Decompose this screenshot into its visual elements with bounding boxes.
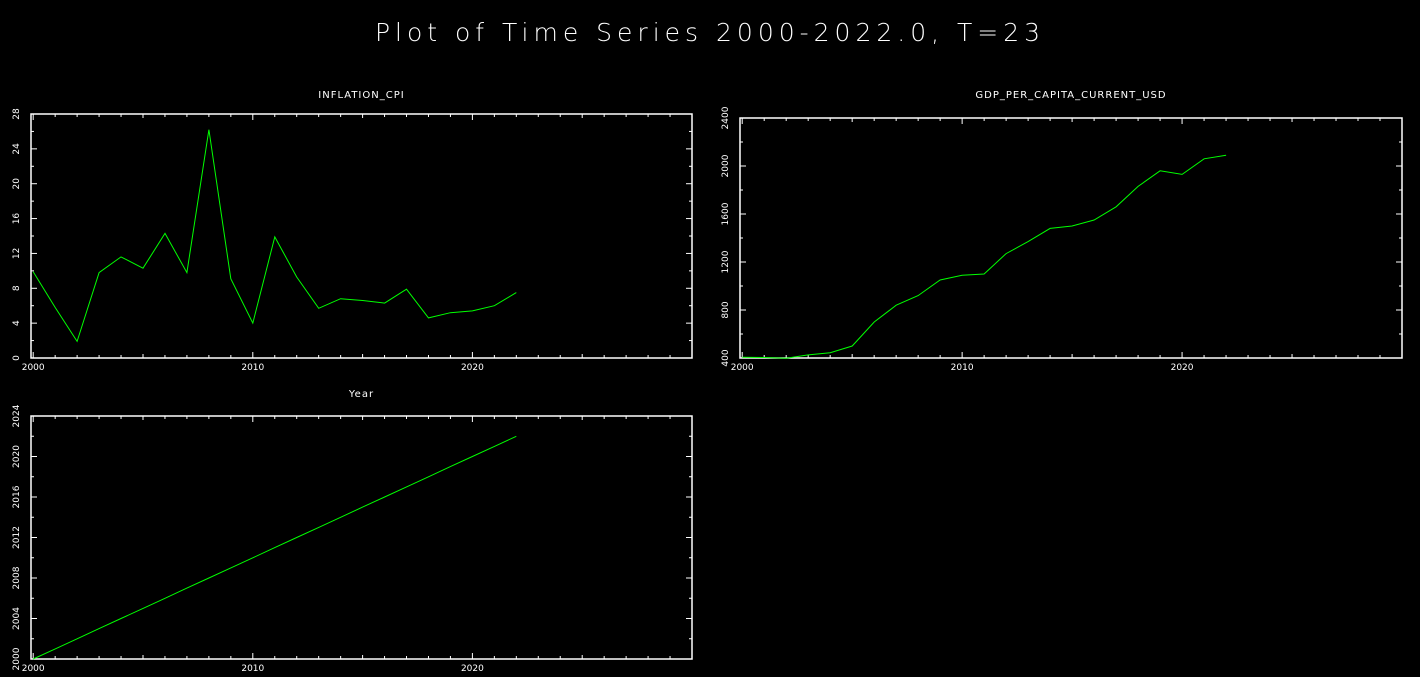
x-tick-label: 2020 <box>1171 363 1194 373</box>
x-tick-label: 2010 <box>951 363 974 373</box>
plot-frame <box>739 117 1403 359</box>
x-tick-label: 2010 <box>241 664 264 674</box>
x-tick-label: 2010 <box>241 363 264 373</box>
y-tick-label: 24 <box>12 143 22 155</box>
plot-frame <box>30 113 693 359</box>
y-tick-label: 16 <box>12 213 22 225</box>
y-tick-label: 28 <box>12 108 22 120</box>
y-tick-label: 400 <box>721 349 731 366</box>
y-tick-label: 2016 <box>12 485 22 508</box>
series-line <box>32 435 517 660</box>
x-tick-label: 2000 <box>22 664 45 674</box>
y-tick-label: 2012 <box>12 526 22 549</box>
chart-panel-2: GDP_PER_CAPITA_CURRENT_USD 400 800 1200 1600… <box>721 90 1403 373</box>
y-tick-label: 0 <box>12 355 22 361</box>
chart-main-title: Plot of Time Series 2000-2022.0, T=23 <box>374 18 1046 47</box>
y-tick-label: 1200 <box>721 250 731 273</box>
y-tick-label: 12 <box>12 248 22 259</box>
y-tick-label: 2400 <box>721 106 731 129</box>
chart-panel-3: Year 2000 2004 2008 2012 2016 2020 2024 2000 2010… <box>12 389 693 674</box>
plot-frame <box>30 415 693 660</box>
panel-title: GDP_PER_CAPITA_CURRENT_USD <box>975 90 1166 101</box>
chart-panel-1: INFLATION_CPI 0 4 8 12 16 20 24 28 2000 2010 2020 <box>12 90 693 373</box>
x-tick-label: 2020 <box>461 664 484 674</box>
y-tick-label: 2008 <box>12 566 22 589</box>
x-tick-label: 2020 <box>461 363 484 373</box>
y-tick-label: 2020 <box>12 445 22 468</box>
series-line <box>32 129 517 343</box>
y-tick-label: 8 <box>12 285 22 291</box>
panel-title: Year <box>348 389 374 400</box>
y-tick-label: 20 <box>12 178 22 190</box>
y-tick-label: 4 <box>12 320 22 326</box>
series-line <box>742 154 1227 359</box>
y-tick-label: 2000 <box>721 154 731 177</box>
y-tick-label: 800 <box>721 301 731 318</box>
y-tick-label: 2000 <box>12 647 22 670</box>
panel-title: INFLATION_CPI <box>318 90 404 101</box>
x-tick-label: 2000 <box>731 363 754 373</box>
y-tick-label: 2004 <box>12 607 22 630</box>
x-tick-label: 2000 <box>22 363 45 373</box>
y-tick-label: 2024 <box>12 404 22 427</box>
y-tick-label: 1600 <box>721 202 731 225</box>
